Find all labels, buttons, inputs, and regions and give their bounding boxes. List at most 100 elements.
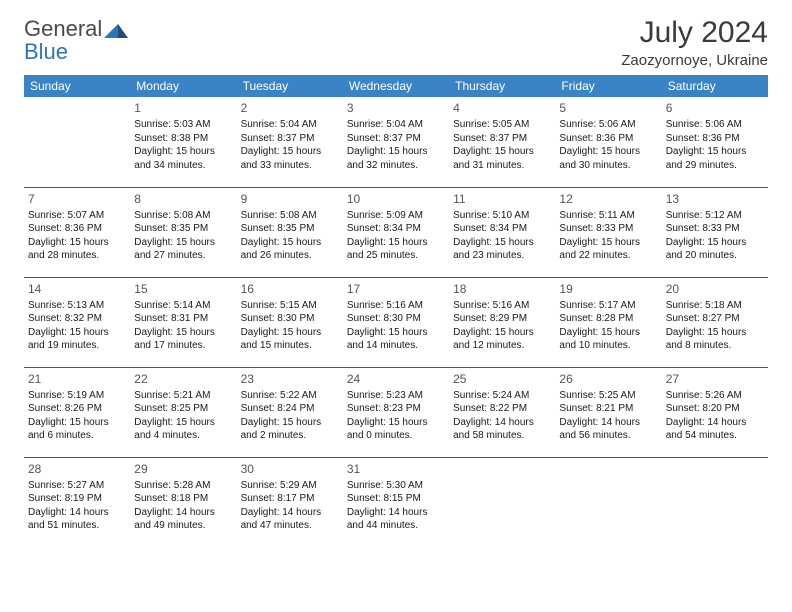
col-sunday: Sunday bbox=[24, 75, 130, 97]
day-detail-line: Daylight: 15 hours bbox=[453, 236, 551, 250]
calendar-cell: 25Sunrise: 5:24 AMSunset: 8:22 PMDayligh… bbox=[449, 367, 555, 457]
day-detail-line: Sunrise: 5:05 AM bbox=[453, 118, 551, 132]
day-detail-line: and 4 minutes. bbox=[134, 429, 232, 443]
day-number: 2 bbox=[241, 100, 339, 116]
calendar-cell: 14Sunrise: 5:13 AMSunset: 8:32 PMDayligh… bbox=[24, 277, 130, 367]
day-detail-line: Sunrise: 5:14 AM bbox=[134, 299, 232, 313]
calendar-cell: 16Sunrise: 5:15 AMSunset: 8:30 PMDayligh… bbox=[237, 277, 343, 367]
day-detail-line: Sunset: 8:37 PM bbox=[347, 132, 445, 146]
day-detail-line: Sunrise: 5:08 AM bbox=[241, 209, 339, 223]
day-detail-line: and 22 minutes. bbox=[559, 249, 657, 263]
logo-text-block: General Blue bbox=[24, 18, 102, 65]
day-number: 5 bbox=[559, 100, 657, 116]
calendar-cell: 26 Sunrise: 5:25 AMSunset: 8:21 PMDayligh… bbox=[555, 367, 661, 457]
day-detail-line: Sunrise: 5:28 AM bbox=[134, 479, 232, 493]
calendar-cell: 18Sunrise: 5:16 AMSunset: 8:29 PMDayligh… bbox=[449, 277, 555, 367]
day-detail-line: Sunset: 8:24 PM bbox=[241, 402, 339, 416]
day-number: 16 bbox=[241, 281, 339, 297]
day-detail-line: Daylight: 15 hours bbox=[453, 326, 551, 340]
day-detail-line: Sunset: 8:15 PM bbox=[347, 492, 445, 506]
day-detail-line: and 54 minutes. bbox=[666, 429, 764, 443]
day-detail-line: Daylight: 15 hours bbox=[28, 236, 126, 250]
day-number: 25 bbox=[453, 371, 551, 387]
day-number: 26 bbox=[559, 371, 657, 387]
day-detail-line: and 26 minutes. bbox=[241, 249, 339, 263]
day-detail-line: Daylight: 14 hours bbox=[347, 506, 445, 520]
calendar-cell: 8 Sunrise: 5:08 AMSunset: 8:35 PMDaylight… bbox=[130, 187, 236, 277]
day-detail-line: Daylight: 15 hours bbox=[241, 145, 339, 159]
calendar-cell: 2Sunrise: 5:04 AMSunset: 8:37 PMDaylight… bbox=[237, 97, 343, 187]
calendar-cell: 20Sunrise: 5:18 AMSunset: 8:27 PMDayligh… bbox=[662, 277, 768, 367]
day-detail-line: and 51 minutes. bbox=[28, 519, 126, 533]
day-detail-line: and 25 minutes. bbox=[347, 249, 445, 263]
day-detail-line: Daylight: 15 hours bbox=[241, 416, 339, 430]
day-detail-line: Sunrise: 5:09 AM bbox=[347, 209, 445, 223]
day-number: 19 bbox=[559, 281, 657, 297]
page-subtitle: Zaozyornoye, Ukraine bbox=[621, 52, 768, 69]
day-detail-line: and 14 minutes. bbox=[347, 339, 445, 353]
day-detail-line: Sunrise: 5:07 AM bbox=[28, 209, 126, 223]
day-detail-line: Sunrise: 5:08 AM bbox=[134, 209, 232, 223]
day-detail-line: Sunrise: 5:21 AM bbox=[134, 389, 232, 403]
day-detail-line: Sunrise: 5:10 AM bbox=[453, 209, 551, 223]
day-detail-line: and 56 minutes. bbox=[559, 429, 657, 443]
day-detail-line: and 28 minutes. bbox=[28, 249, 126, 263]
day-number: 22 bbox=[134, 371, 232, 387]
day-detail-line: Sunrise: 5:18 AM bbox=[666, 299, 764, 313]
calendar-row: 21Sunrise: 5:19 AMSunset: 8:26 PMDayligh… bbox=[24, 367, 768, 457]
day-detail-line: Daylight: 15 hours bbox=[241, 326, 339, 340]
day-number: 3 bbox=[347, 100, 445, 116]
day-number: 13 bbox=[666, 191, 764, 207]
day-detail-line: Daylight: 14 hours bbox=[559, 416, 657, 430]
day-detail-line: Daylight: 15 hours bbox=[453, 145, 551, 159]
day-number: 21 bbox=[28, 371, 126, 387]
day-detail-line: Daylight: 15 hours bbox=[347, 326, 445, 340]
day-detail-line: Sunset: 8:29 PM bbox=[453, 312, 551, 326]
day-detail-line: Sunrise: 5:06 AM bbox=[666, 118, 764, 132]
calendar-cell: 23Sunrise: 5:22 AMSunset: 8:24 PMDayligh… bbox=[237, 367, 343, 457]
day-detail-line: Daylight: 14 hours bbox=[134, 506, 232, 520]
day-detail-line: Sunset: 8:21 PM bbox=[559, 402, 657, 416]
day-detail-line: Sunrise: 5:26 AM bbox=[666, 389, 764, 403]
day-detail-line: Sunrise: 5:04 AM bbox=[347, 118, 445, 132]
day-detail-line: and 8 minutes. bbox=[666, 339, 764, 353]
day-detail-line: Daylight: 15 hours bbox=[134, 326, 232, 340]
day-detail-line: and 30 minutes. bbox=[559, 159, 657, 173]
calendar-cell: 22Sunrise: 5:21 AMSunset: 8:25 PMDayligh… bbox=[130, 367, 236, 457]
day-detail-line: Sunrise: 5:11 AM bbox=[559, 209, 657, 223]
day-detail-line: Daylight: 15 hours bbox=[347, 236, 445, 250]
day-number: 15 bbox=[134, 281, 232, 297]
day-detail-line: Sunrise: 5:16 AM bbox=[347, 299, 445, 313]
day-detail-line: Daylight: 14 hours bbox=[453, 416, 551, 430]
day-detail-line: Daylight: 15 hours bbox=[559, 326, 657, 340]
calendar-cell: 27Sunrise: 5:26 AMSunset: 8:20 PMDayligh… bbox=[662, 367, 768, 457]
day-detail-line: Daylight: 15 hours bbox=[134, 236, 232, 250]
day-detail-line: Sunset: 8:35 PM bbox=[134, 222, 232, 236]
calendar-cell: 30Sunrise: 5:29 AMSunset: 8:17 PMDayligh… bbox=[237, 457, 343, 547]
day-detail-line: Sunset: 8:32 PM bbox=[28, 312, 126, 326]
day-number: 11 bbox=[453, 191, 551, 207]
day-detail-line: Sunrise: 5:13 AM bbox=[28, 299, 126, 313]
day-detail-line: Sunset: 8:20 PM bbox=[666, 402, 764, 416]
logo-word-1: General bbox=[24, 16, 102, 41]
calendar-cell: 24Sunrise: 5:23 AMSunset: 8:23 PMDayligh… bbox=[343, 367, 449, 457]
calendar-cell: 3Sunrise: 5:04 AMSunset: 8:37 PMDaylight… bbox=[343, 97, 449, 187]
day-detail-line: Daylight: 14 hours bbox=[666, 416, 764, 430]
day-number: 24 bbox=[347, 371, 445, 387]
day-detail-line: Sunrise: 5:25 AM bbox=[559, 389, 657, 403]
day-number: 28 bbox=[28, 461, 126, 477]
calendar-cell bbox=[662, 457, 768, 547]
col-monday: Monday bbox=[130, 75, 236, 97]
day-detail-line: Sunset: 8:36 PM bbox=[28, 222, 126, 236]
day-detail-line: Daylight: 15 hours bbox=[241, 236, 339, 250]
calendar-cell: 6Sunrise: 5:06 AMSunset: 8:36 PMDaylight… bbox=[662, 97, 768, 187]
day-detail-line: and 19 minutes. bbox=[28, 339, 126, 353]
title-block: July 2024 Zaozyornoye, Ukraine bbox=[621, 18, 768, 69]
logo-word-2: Blue bbox=[24, 39, 102, 65]
calendar-cell: 19Sunrise: 5:17 AMSunset: 8:28 PMDayligh… bbox=[555, 277, 661, 367]
day-number: 20 bbox=[666, 281, 764, 297]
day-detail-line: Daylight: 15 hours bbox=[134, 145, 232, 159]
calendar-body: 1Sunrise: 5:03 AMSunset: 8:38 PMDaylight… bbox=[24, 97, 768, 547]
day-detail-line: Daylight: 15 hours bbox=[559, 145, 657, 159]
day-number: 8 bbox=[134, 191, 232, 207]
